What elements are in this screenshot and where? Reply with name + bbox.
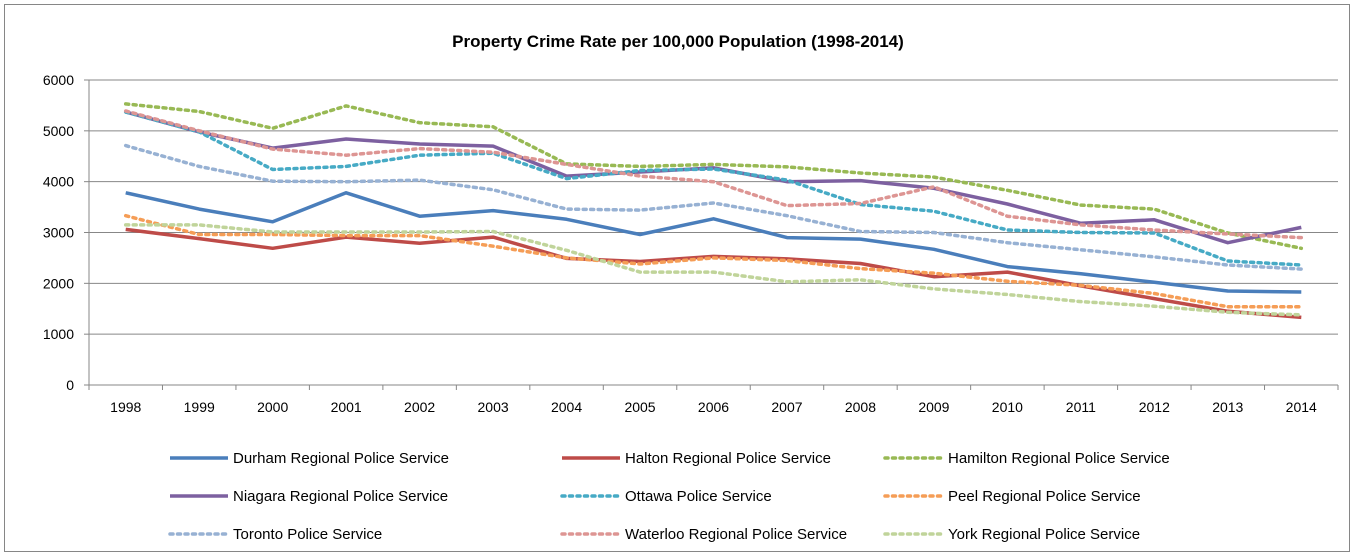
series-line [123, 102, 1304, 251]
series-line [123, 213, 1304, 309]
y-tick-label: 0 [66, 377, 74, 393]
x-tick-label: 2012 [1139, 399, 1170, 415]
legend-label: Hamilton Regional Police Service [948, 450, 1170, 467]
x-tick-label: 2009 [918, 399, 949, 415]
series-lines [123, 102, 1304, 320]
series-line [123, 143, 1304, 271]
legend-label: Niagara Regional Police Service [233, 488, 448, 505]
legend-label: Halton Regional Police Service [625, 450, 831, 467]
x-tick-label: 2014 [1286, 399, 1317, 415]
series-line [123, 109, 1304, 240]
series-line [123, 223, 1304, 317]
x-tick-label: 2008 [845, 399, 876, 415]
y-tick-label: 5000 [43, 123, 74, 139]
series-line [123, 110, 1304, 267]
legend-label: Waterloo Regional Police Service [625, 526, 847, 543]
y-tick-label: 3000 [43, 225, 74, 241]
x-tick-label: 2011 [1066, 399, 1096, 415]
x-tick-label: 2003 [478, 399, 509, 415]
legend-label: York Regional Police Service [948, 526, 1140, 543]
axes: 0 1000 2000 3000 4000 5000 6000 1998 1999 2000 200… [43, 72, 1339, 415]
y-tick-label: 6000 [43, 72, 74, 88]
legend: Durham Regional Police Service Halton Reg… [168, 450, 1170, 543]
x-tick-label: 2010 [992, 399, 1023, 415]
x-tick-label: 2006 [698, 399, 729, 415]
x-tick-label: 2004 [551, 399, 582, 415]
y-tick-label: 2000 [43, 275, 74, 291]
legend-label: Toronto Police Service [233, 526, 382, 543]
y-tick-label: 1000 [43, 326, 74, 342]
x-tick-label: 1999 [184, 399, 215, 415]
legend-label: Durham Regional Police Service [233, 450, 449, 467]
x-tick-label: 2007 [771, 399, 802, 415]
chart-title: Property Crime Rate per 100,000 Populati… [452, 32, 904, 51]
x-tick-label: 2001 [331, 399, 362, 415]
legend-label: Peel Regional Police Service [948, 488, 1141, 505]
gridlines [89, 79, 1338, 335]
series-line [125, 110, 1302, 245]
x-tick-label: 1998 [110, 399, 141, 415]
x-tick-label: 2002 [404, 399, 435, 415]
legend-label: Ottawa Police Service [625, 488, 772, 505]
series-line [125, 191, 1302, 294]
x-tick-label: 2013 [1212, 399, 1243, 415]
x-tick-label: 2005 [624, 399, 655, 415]
x-tick-label: 2000 [257, 399, 288, 415]
y-tick-label: 4000 [43, 174, 74, 190]
